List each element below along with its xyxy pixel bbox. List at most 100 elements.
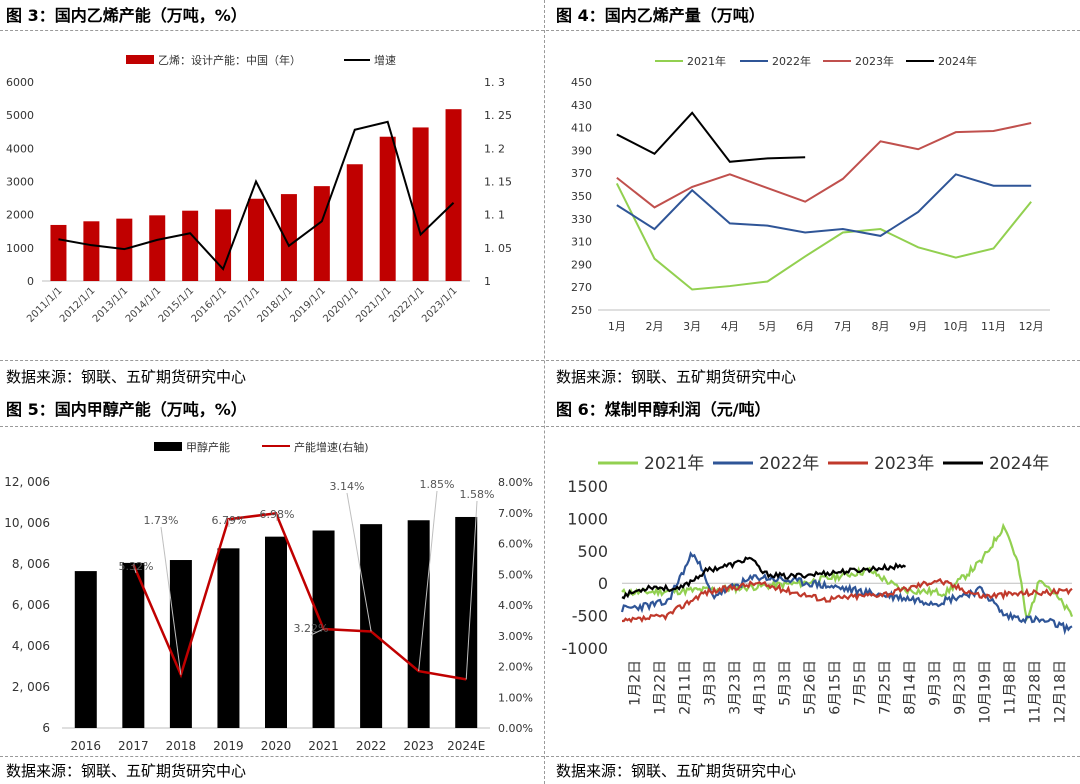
y-tick-label: 250 (571, 304, 592, 317)
x-tick-label: 7月25日 (878, 660, 894, 715)
y-left-tick-label: 4000 (6, 142, 34, 155)
y-left-tick-label: 6 (42, 721, 50, 735)
divider-middle (0, 426, 1080, 427)
x-tick-label: 8月14日 (903, 660, 919, 715)
x-tick-label: 2016 (71, 739, 102, 753)
y-tick-label: 390 (571, 144, 592, 157)
legend-label: 乙烯：设计产能：中国（年） (158, 53, 301, 67)
data-label-leader (465, 500, 478, 680)
bar (50, 224, 67, 281)
x-tick-label: 2024E (447, 739, 485, 753)
panel-methanol-capacity: 图 5：国内甲醇产能（万吨，%） 6 2, 006 4, 006 6, 006 8, 0… (0, 394, 544, 784)
data-label-leader (160, 526, 182, 675)
x-tick-label: 11月 (981, 320, 1006, 333)
x-tick-label: 1月2日 (628, 660, 644, 706)
y-left-tick-label: 12, 006 (4, 475, 50, 489)
legend-label: 2021年 (644, 454, 704, 474)
x-tick-label: 9月3日 (928, 660, 944, 706)
x-tick-label: 9月 (909, 320, 927, 333)
divider-source-bottom (0, 756, 1080, 757)
growth-line (58, 120, 455, 271)
y-right-tick-label: 1. 05 (484, 242, 512, 255)
data-label-leader (310, 628, 324, 636)
data-label-leader (346, 492, 372, 632)
legend-swatch-capacity (154, 442, 182, 451)
y-right-tick-label: 7.00% (498, 507, 533, 520)
x-tick-label: 6月 (796, 320, 814, 333)
y-tick-label: -500 (572, 607, 608, 626)
y-tick-label: 350 (571, 190, 592, 203)
y-right-tick-label: 1. 3 (484, 76, 505, 89)
data-label: 5.32% (119, 560, 154, 573)
bar (215, 209, 232, 281)
x-tick-label: 11月28日 (1028, 660, 1044, 724)
y-left-tick-label: 4, 006 (12, 639, 50, 653)
series-line (616, 122, 1032, 209)
x-tick-label: 6月15日 (828, 660, 844, 715)
y-left-tick-label: 3000 (6, 176, 34, 189)
y-right-tick-label: 1.00% (498, 691, 533, 704)
legend-label: 2021年 (687, 54, 726, 68)
bar (149, 215, 166, 281)
x-tick-label: 12月 (1019, 320, 1044, 333)
y-left-tick-label: 0 (27, 275, 34, 288)
series-line (620, 551, 1073, 636)
bar (217, 548, 240, 728)
y-tick-label: 500 (577, 542, 608, 561)
y-tick-label: 330 (571, 213, 592, 226)
data-label: 6.79% (212, 514, 247, 527)
data-label-leader (418, 490, 438, 672)
coal-methanol-profit-chart: -1000 -500 0 500 1000 1500 1月2日 1月22日 2月11日 3月3日 3… (562, 454, 1074, 724)
methanol-capacity-chart: 6 2, 006 4, 006 6, 006 8, 006 10, 006 12, 006 0… (4, 440, 533, 753)
y-tick-label: 310 (571, 236, 592, 249)
y-tick-label: 450 (571, 76, 592, 89)
data-label: 6.98% (260, 508, 295, 521)
y-tick-label: -1000 (562, 639, 609, 658)
y-left-tick-label: 1000 (6, 242, 34, 255)
ethylene-output-chart: 250 270 290 310 330 350 370 390 410 430 450 1月 2月 3月 4… (571, 54, 1050, 333)
legend-label: 2023年 (855, 54, 894, 68)
y-right-tick-label: 8.00% (498, 476, 533, 489)
bar (169, 560, 192, 728)
y-tick-label: 1500 (567, 477, 608, 496)
y-right-tick-label: 2.00% (498, 661, 533, 674)
vertical-divider (544, 0, 545, 784)
y-right-tick-label: 1. 2 (484, 142, 505, 155)
x-tick-label: 4月13日 (753, 660, 769, 715)
legend-label: 甲醇产能 (186, 440, 230, 454)
y-tick-label: 270 (571, 281, 592, 294)
x-tick-label: 7月 (834, 320, 852, 333)
y-left-tick-label: 5000 (6, 109, 34, 122)
legend-swatch-capacity (126, 55, 154, 64)
y-right-tick-label: 4.00% (498, 599, 533, 612)
divider-source-top (0, 360, 1080, 361)
y-left-tick-label: 10, 006 (4, 516, 50, 530)
bar (182, 210, 199, 281)
growth-line (132, 512, 467, 681)
y-left-tick-label: 6, 006 (12, 598, 50, 612)
bar (455, 516, 478, 728)
legend-label: 2022年 (772, 54, 811, 68)
series-line (621, 556, 907, 600)
legend-label: 2022年 (759, 454, 819, 474)
x-tick-label: 3月 (683, 320, 701, 333)
bar (346, 164, 363, 281)
panel-source: 数据来源：钢联、五矿期货研究中心 (556, 368, 797, 386)
y-tick-label: 430 (571, 99, 592, 112)
panel-ethylene-capacity: 图 3：国内乙烯产能（万吨，%） 0 1000 2000 3000 4000 5000 60… (0, 0, 544, 392)
x-tick-label: 7月5日 (853, 660, 869, 706)
x-tick-label: 3月3日 (703, 660, 719, 706)
y-tick-label: 410 (571, 122, 592, 135)
x-tick-label: 2月11日 (678, 660, 694, 715)
x-tick-label: 2017 (118, 739, 149, 753)
y-tick-label: 1000 (567, 509, 608, 528)
x-tick-label: 10月19日 (978, 660, 994, 724)
data-label-leader (227, 519, 230, 528)
y-tick-label: 0 (598, 574, 608, 593)
x-tick-label: 8月 (872, 320, 890, 333)
x-tick-label: 9月23日 (953, 660, 969, 715)
bar (313, 186, 330, 281)
y-left-tick-label: 8, 006 (12, 557, 50, 571)
data-label: 1.73% (144, 514, 179, 527)
series-line (616, 173, 1032, 237)
